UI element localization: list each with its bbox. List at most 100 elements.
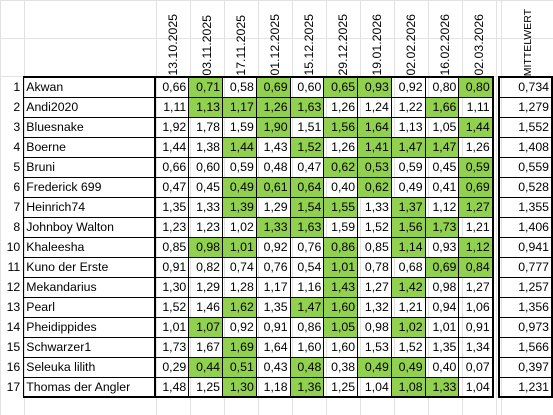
player-name-cell[interactable]: Pearl xyxy=(23,296,156,318)
score-cell[interactable]: 1,52 xyxy=(357,216,392,238)
score-cell[interactable]: 1,01 xyxy=(153,316,190,338)
score-cell-highlighted[interactable]: 0,62 xyxy=(357,176,392,198)
score-cell[interactable]: 0,85 xyxy=(357,236,392,258)
score-cell[interactable]: 1,35 xyxy=(424,336,460,358)
date-header[interactable]: 01.12.2025 xyxy=(258,4,292,76)
score-cell-highlighted[interactable]: 1,47 xyxy=(289,296,325,318)
score-cell-highlighted[interactable]: 0,69 xyxy=(458,176,494,198)
score-cell[interactable]: 1,53 xyxy=(357,336,392,358)
score-cell[interactable]: 1,33 xyxy=(188,196,224,218)
score-cell-highlighted[interactable]: 1,43 xyxy=(323,276,359,298)
score-cell-highlighted[interactable]: 1,60 xyxy=(323,296,359,318)
score-cell-highlighted[interactable]: 0,53 xyxy=(357,156,392,178)
score-cell[interactable]: 1,44 xyxy=(153,136,190,158)
score-cell-highlighted[interactable]: 0,65 xyxy=(323,76,359,98)
score-cell-highlighted[interactable]: 0,84 xyxy=(458,256,494,278)
score-cell-highlighted[interactable]: 1,55 xyxy=(323,196,359,218)
score-cell[interactable]: 1,92 xyxy=(153,116,190,138)
score-cell[interactable]: 0,07 xyxy=(458,356,494,378)
date-header[interactable]: 29.12.2025 xyxy=(326,4,360,76)
score-cell-highlighted[interactable]: 0,61 xyxy=(255,176,291,198)
score-cell-highlighted[interactable]: 1,26 xyxy=(255,96,291,118)
score-cell[interactable]: 1,26 xyxy=(323,136,359,158)
score-cell-highlighted[interactable]: 1,56 xyxy=(390,216,426,238)
score-cell[interactable]: 0,49 xyxy=(390,176,426,198)
score-cell[interactable]: 1,21 xyxy=(390,296,426,318)
score-cell-highlighted[interactable]: 1,63 xyxy=(289,216,325,238)
score-cell[interactable]: 0,98 xyxy=(424,276,460,298)
score-cell[interactable]: 1,78 xyxy=(188,116,224,138)
score-cell[interactable]: 0,76 xyxy=(255,256,291,278)
score-cell[interactable]: 0,92 xyxy=(390,76,426,98)
score-cell[interactable]: 0,45 xyxy=(188,176,224,198)
player-name-cell[interactable]: Kuno der Erste xyxy=(23,256,156,278)
score-cell[interactable]: 0,85 xyxy=(153,236,190,258)
score-cell[interactable]: 1,60 xyxy=(323,336,359,358)
player-name-cell[interactable]: Bluesnake xyxy=(23,116,156,138)
score-cell[interactable]: 1,73 xyxy=(153,336,190,358)
date-header[interactable]: 02.03.2026 xyxy=(462,4,496,76)
average-cell[interactable]: 1,552 xyxy=(498,116,553,138)
score-cell[interactable]: 1,13 xyxy=(390,116,426,138)
score-cell[interactable]: 1,59 xyxy=(222,116,257,138)
average-cell[interactable]: 1,355 xyxy=(498,196,553,218)
score-cell[interactable]: 1,04 xyxy=(458,376,494,398)
score-cell-highlighted[interactable]: 1,12 xyxy=(458,236,494,258)
score-cell[interactable]: 0,59 xyxy=(222,156,257,178)
score-cell-highlighted[interactable]: 1,01 xyxy=(222,236,257,258)
score-cell-highlighted[interactable]: 1,69 xyxy=(222,336,257,358)
score-cell[interactable]: 1,02 xyxy=(222,216,257,238)
score-cell[interactable]: 1,24 xyxy=(357,96,392,118)
score-cell-highlighted[interactable]: 0,59 xyxy=(458,156,494,178)
score-cell[interactable]: 0,78 xyxy=(357,256,392,278)
score-cell-highlighted[interactable]: 1,13 xyxy=(188,96,224,118)
score-cell[interactable]: 0,60 xyxy=(289,76,325,98)
score-cell-highlighted[interactable]: 0,71 xyxy=(188,76,224,98)
player-name-cell[interactable]: Akwan xyxy=(23,76,156,98)
score-cell[interactable]: 1,52 xyxy=(390,336,426,358)
score-cell[interactable]: 0,93 xyxy=(424,236,460,258)
score-cell-highlighted[interactable]: 1,37 xyxy=(390,196,426,218)
score-cell[interactable]: 1,35 xyxy=(153,196,190,218)
score-cell[interactable]: 0,94 xyxy=(424,296,460,318)
score-cell[interactable]: 0,92 xyxy=(222,316,257,338)
score-cell-highlighted[interactable]: 0,80 xyxy=(458,76,494,98)
score-cell[interactable]: 0,47 xyxy=(153,176,190,198)
average-cell[interactable]: 0,777 xyxy=(498,256,553,278)
score-cell[interactable]: 0,74 xyxy=(222,256,257,278)
score-cell-highlighted[interactable]: 0,62 xyxy=(323,156,359,178)
score-cell[interactable]: 0,58 xyxy=(222,76,257,98)
score-cell[interactable]: 1,27 xyxy=(458,276,494,298)
score-cell[interactable]: 1,22 xyxy=(390,96,426,118)
score-cell[interactable]: 1,17 xyxy=(255,276,291,298)
score-cell[interactable]: 1,46 xyxy=(188,296,224,318)
score-cell-highlighted[interactable]: 1,54 xyxy=(289,196,325,218)
score-cell-highlighted[interactable]: 1,08 xyxy=(390,376,426,398)
score-cell[interactable]: 1,12 xyxy=(424,196,460,218)
score-cell[interactable]: 1,29 xyxy=(188,276,224,298)
score-cell-highlighted[interactable]: 0,98 xyxy=(188,236,224,258)
score-cell[interactable]: 1,25 xyxy=(188,376,224,398)
player-name-cell[interactable]: Schwarzer1 xyxy=(23,336,156,358)
score-cell-highlighted[interactable]: 0,69 xyxy=(424,256,460,278)
score-cell[interactable]: 1,11 xyxy=(153,96,190,118)
score-cell[interactable]: 0,80 xyxy=(424,76,460,98)
player-name-cell[interactable]: Johnboy Walton xyxy=(23,216,156,238)
score-cell[interactable]: 1,30 xyxy=(153,276,190,298)
date-header[interactable]: 16.02.2026 xyxy=(428,4,462,76)
score-cell[interactable]: 1,26 xyxy=(323,96,359,118)
score-cell-highlighted[interactable]: 1,02 xyxy=(390,316,426,338)
player-name-cell[interactable]: Bruni xyxy=(23,156,156,178)
average-cell[interactable]: 1,279 xyxy=(498,96,553,118)
score-cell-highlighted[interactable]: 0,49 xyxy=(222,176,257,198)
score-cell[interactable]: 1,05 xyxy=(424,116,460,138)
score-cell[interactable]: 1,18 xyxy=(255,376,291,398)
score-cell[interactable]: 1,35 xyxy=(255,296,291,318)
score-cell[interactable]: 1,29 xyxy=(255,196,291,218)
score-cell-highlighted[interactable]: 1,90 xyxy=(255,116,291,138)
score-cell-highlighted[interactable]: 1,47 xyxy=(424,136,460,158)
score-cell-highlighted[interactable]: 1,05 xyxy=(323,316,359,338)
average-cell[interactable]: 0,941 xyxy=(498,236,553,258)
score-cell[interactable]: 1,01 xyxy=(424,316,460,338)
